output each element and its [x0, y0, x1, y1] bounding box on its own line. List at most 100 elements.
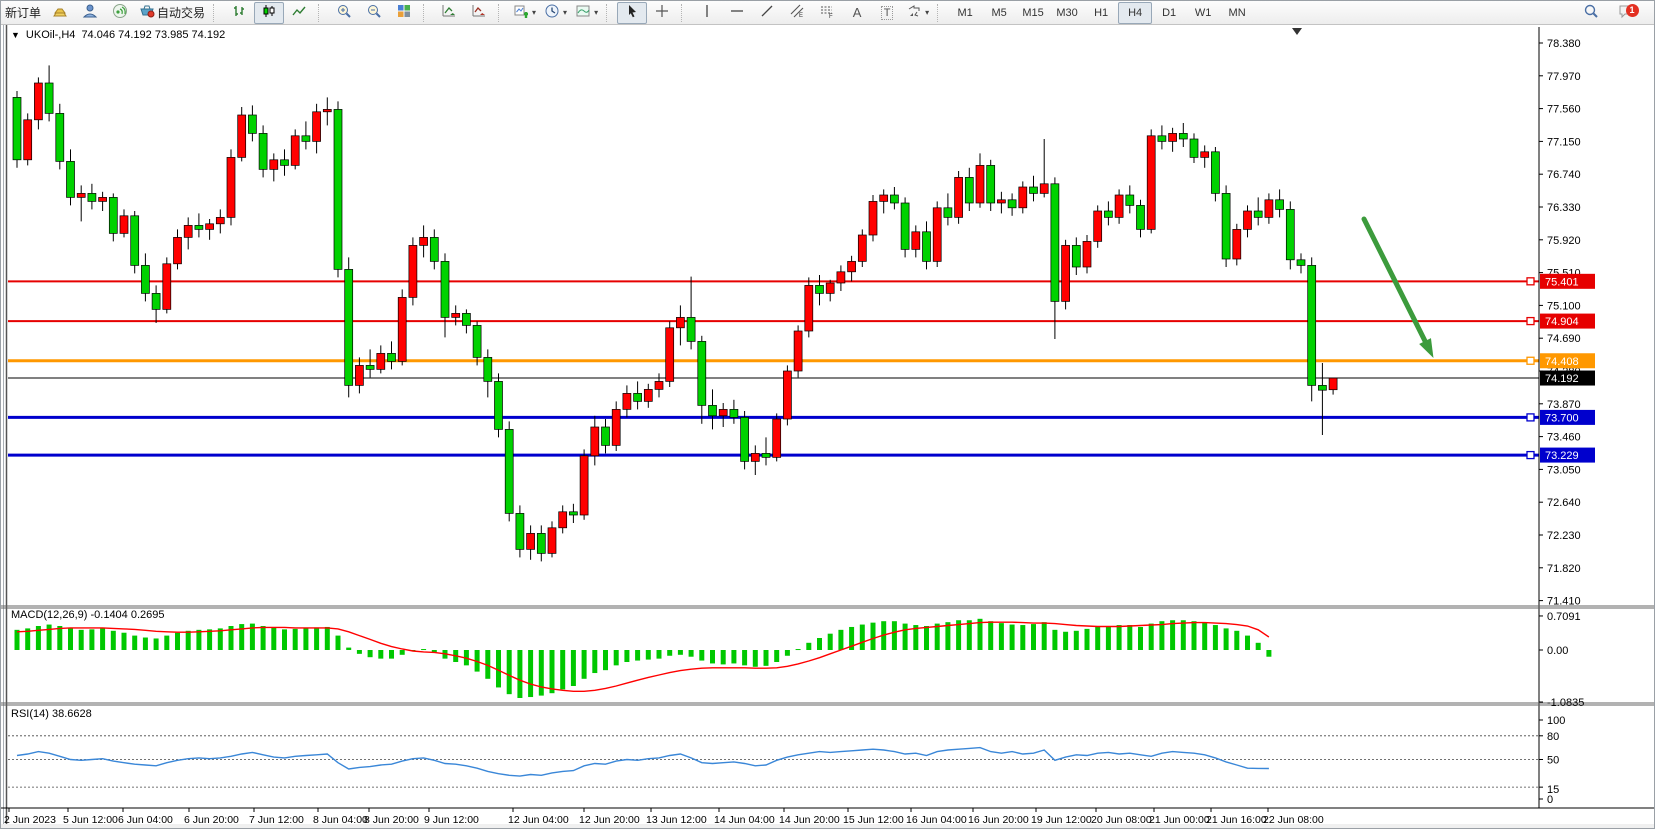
- macd-histogram-bar: [1234, 630, 1240, 650]
- new-order-button[interactable]: 新订单: [1, 2, 45, 24]
- auto-scroll-icon: [441, 3, 457, 22]
- candlestick-mode-button[interactable]: [254, 1, 285, 24]
- search-button[interactable]: [1576, 2, 1606, 24]
- one-click-collapse-icon[interactable]: ▼: [11, 30, 20, 40]
- macd-histogram-bar: [966, 620, 972, 650]
- timeframe-h1-button[interactable]: H1: [1094, 6, 1109, 19]
- auto-trading-button[interactable]: 自动交易: [135, 2, 209, 24]
- macd-histogram-bar: [549, 650, 555, 694]
- price-badge: 75.401: [1540, 273, 1595, 289]
- rsi-tick-label: 15: [1547, 784, 1559, 796]
- hline-handle[interactable]: [1526, 356, 1535, 365]
- price-tick-label: 72.230: [1547, 530, 1581, 542]
- price-tick-label: 75.920: [1547, 235, 1581, 247]
- vertical-line-icon: [699, 3, 715, 22]
- bull-candle: [1114, 194, 1124, 218]
- hline-handle[interactable]: [1526, 316, 1535, 326]
- horizontal-line-tool-button[interactable]: [722, 2, 752, 24]
- macd-histogram-bar: [1009, 624, 1015, 650]
- rsi-panel[interactable]: [8, 735, 1539, 788]
- bull-candle: [558, 511, 568, 529]
- macd-histogram-bar: [496, 650, 501, 688]
- community-button[interactable]: [75, 2, 105, 24]
- macd-panel[interactable]: [14, 618, 1272, 698]
- bear-candle: [55, 113, 65, 162]
- bear-candle: [1296, 259, 1306, 266]
- periods-button[interactable]: ▾: [540, 2, 571, 24]
- price-badge-bg: [1540, 273, 1595, 289]
- macd-histogram-bar: [132, 635, 138, 650]
- bar-chart-mode-button[interactable]: [224, 2, 254, 24]
- arrows-tool-button[interactable]: ▾: [902, 2, 933, 24]
- zoom-out-button[interactable]: [359, 2, 389, 24]
- macd-histogram-bar: [570, 650, 576, 686]
- chart-shift-marker[interactable]: [1292, 28, 1302, 35]
- time-tick-label: 15 Jun 12:00: [843, 814, 904, 826]
- timeframe-w1-button[interactable]: W1: [1194, 6, 1212, 19]
- timeframe-m1-button[interactable]: M1: [957, 6, 973, 19]
- new-order-label: 新订单: [5, 6, 42, 20]
- bull-candle: [547, 527, 557, 554]
- macd-histogram-bar: [378, 650, 384, 659]
- chart-background[interactable]: [1, 24, 1655, 829]
- chart-shift-button[interactable]: [464, 2, 494, 24]
- cursor-tool-button[interactable]: [617, 1, 648, 24]
- bear-candle: [1178, 133, 1188, 140]
- vertical-line-tool-button[interactable]: [692, 2, 722, 24]
- templates-button[interactable]: ▾: [571, 2, 602, 24]
- timeframe-m15-button[interactable]: M15: [1022, 6, 1044, 19]
- time-tick-label: 6 Jun 20:00: [184, 814, 239, 826]
- bull-candle: [932, 207, 942, 262]
- bear-candle: [258, 133, 268, 170]
- price-badge-text: 74.904: [1545, 316, 1579, 328]
- macd-histogram-bar: [603, 650, 608, 671]
- bear-candle: [1125, 194, 1135, 206]
- auto-scroll-button[interactable]: [434, 2, 464, 24]
- timeframe-mn-button[interactable]: MN: [1228, 6, 1246, 19]
- zoom-out-icon: [366, 3, 382, 22]
- fibonacci-tool-button[interactable]: F: [812, 2, 842, 24]
- crosshair-tool-button[interactable]: [647, 2, 677, 24]
- hline-handle[interactable]: [1526, 450, 1535, 460]
- hline-handle[interactable]: [1526, 277, 1535, 286]
- bull-candle: [355, 365, 364, 386]
- label-tool-button[interactable]: T: [872, 2, 902, 24]
- text-tool-button[interactable]: A: [842, 2, 872, 24]
- time-tick-label: 14 Jun 04:00: [714, 814, 775, 826]
- channel-tool-button[interactable]: E: [782, 2, 812, 24]
- hline-handle[interactable]: [1526, 413, 1535, 422]
- timeframe-m5-button[interactable]: M5: [991, 6, 1007, 19]
- price-tick-label: 72.640: [1547, 497, 1581, 509]
- trendline-tool-button[interactable]: [752, 2, 782, 24]
- metaquotes-button[interactable]: [45, 2, 75, 24]
- tile-windows-button[interactable]: [389, 2, 419, 24]
- bear-candle: [333, 109, 343, 270]
- line-chart-mode-button[interactable]: [284, 2, 314, 24]
- bear-candle: [708, 405, 717, 417]
- bull-candle: [322, 109, 332, 113]
- price-tick-label: 77.150: [1547, 136, 1581, 148]
- main-toolbar: 新订单 自动交易: [1, 1, 1654, 25]
- timeframe-h4-button[interactable]: H4: [1118, 1, 1153, 24]
- macd-histogram-bar: [1138, 626, 1143, 650]
- zoom-in-button[interactable]: [329, 2, 359, 24]
- bull-candle: [868, 201, 878, 236]
- add-indicator-button[interactable]: ▾: [509, 2, 540, 24]
- price-tick-label: 73.050: [1547, 464, 1581, 476]
- timeframe-d1-button[interactable]: D1: [1162, 6, 1177, 19]
- macd-histogram-bar: [1073, 630, 1079, 650]
- toolbar-separator: [213, 3, 221, 22]
- signals-button[interactable]: [105, 2, 135, 24]
- trend-arrow-annotation[interactable]: [1361, 216, 1432, 352]
- bull-candle: [23, 119, 33, 161]
- macd-histogram-bar: [110, 630, 116, 650]
- bear-candle: [761, 453, 771, 458]
- timeframe-m30-button[interactable]: M30: [1056, 6, 1078, 19]
- macd-tick-label: 0.00: [1547, 645, 1568, 657]
- time-tick-label: 16 Jun 20:00: [968, 814, 1029, 826]
- notifications-button[interactable]: 1: [1612, 2, 1642, 24]
- bear-candle: [472, 325, 482, 358]
- macd-histogram-bar: [314, 627, 320, 650]
- label-tool-icon: T: [880, 5, 894, 20]
